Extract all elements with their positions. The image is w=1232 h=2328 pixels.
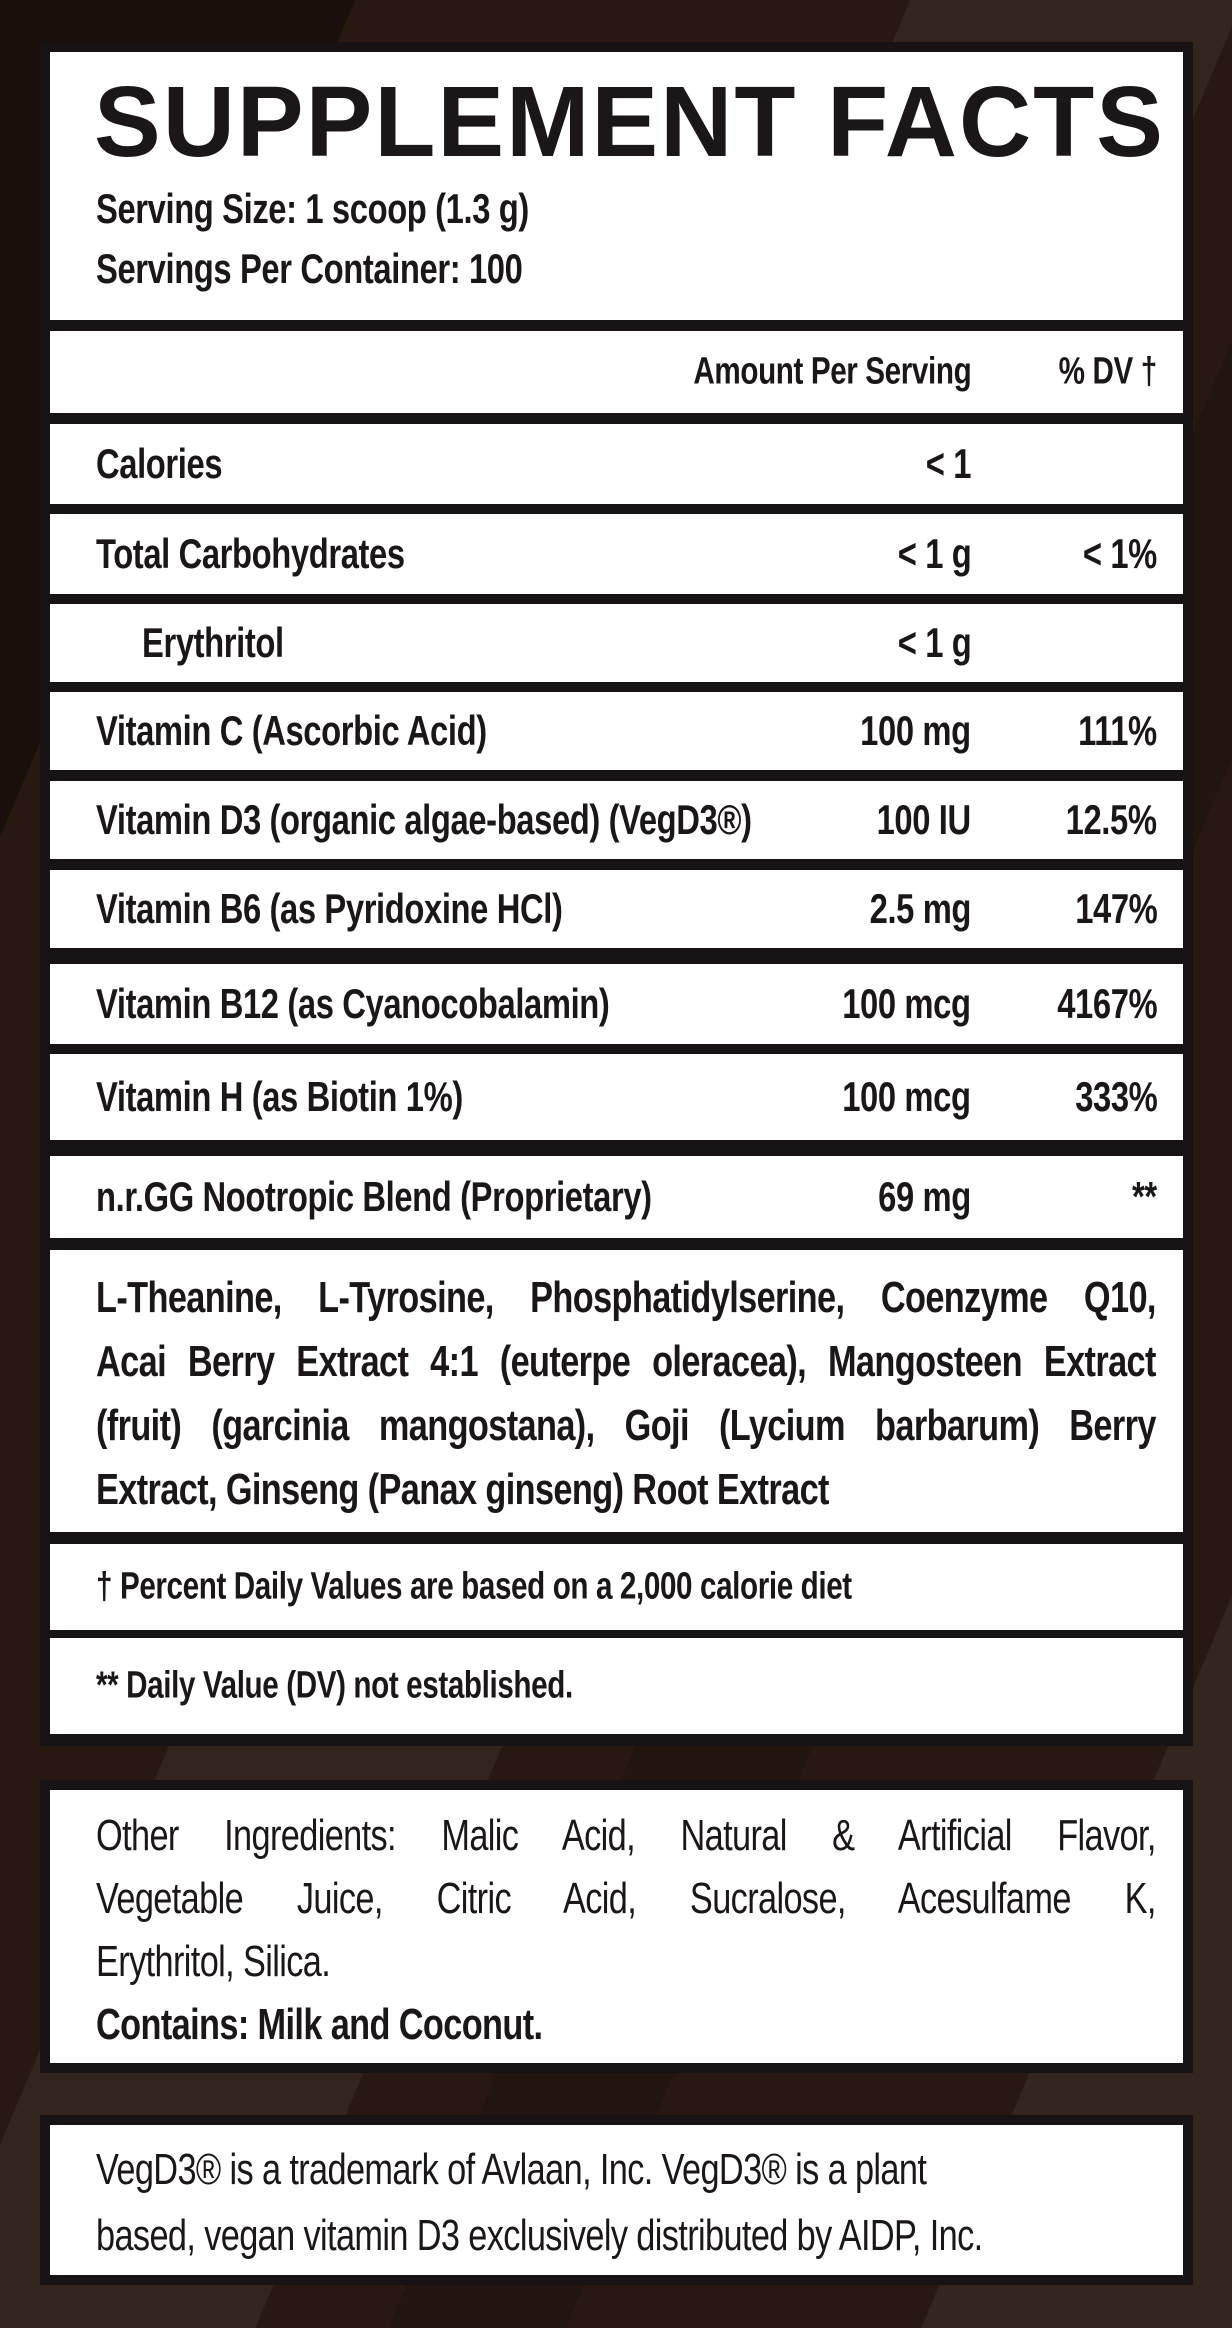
row-amount: < 1 g xyxy=(897,619,971,666)
row-label: Vitamin H (as Biotin 1%) xyxy=(96,1073,463,1120)
column-header-row: Amount Per Serving % DV † xyxy=(50,331,1183,413)
table-row: Vitamin B6 (as Pyridoxine HCl) 2.5 mg 147% xyxy=(50,870,1183,948)
row-dv: 333% xyxy=(1074,1073,1158,1120)
row-label: Vitamin C (Ascorbic Acid) xyxy=(96,707,487,754)
row-label: Erythritol xyxy=(142,619,284,666)
footnote-not-established: ** Daily Value (DV) not established. xyxy=(96,1664,573,1707)
serving-size-text: Serving Size: 1 scoop (1.3 g) xyxy=(96,185,529,232)
footnote-daily-values: † Percent Daily Values are based on a 2,… xyxy=(96,1565,852,1608)
row-amount: 100 IU xyxy=(876,796,972,843)
other-ingredients-panel: Other Ingredients: Malic Acid, Natural &… xyxy=(40,1780,1193,2073)
row-label: Vitamin B6 (as Pyridoxine HCl) xyxy=(96,885,563,932)
row-label: Vitamin B12 (as Cyanocobalamin) xyxy=(96,980,610,1027)
footnote-not-established-box: ** Daily Value (DV) not established. xyxy=(50,1638,1183,1734)
servings-per-container-text: Servings Per Container: 100 xyxy=(96,245,523,292)
column-amount-per-serving: Amount Per Serving xyxy=(693,350,971,393)
row-amount: 100 mcg xyxy=(842,980,972,1027)
row-amount: < 1 g xyxy=(897,530,971,577)
row-label: Total Carbohydrates xyxy=(96,530,405,577)
label-title: SUPPLEMENT FACTS xyxy=(94,66,1165,178)
table-row: Erythritol < 1 g xyxy=(50,604,1183,682)
row-dv: 4167% xyxy=(1056,980,1157,1027)
row-amount: 69 mg xyxy=(878,1173,971,1220)
row-dv: 12.5% xyxy=(1066,796,1157,843)
row-dv: < 1% xyxy=(1082,530,1157,577)
blend-ingredients-box: L-Theanine, L-Tyrosine, Phosphatidylseri… xyxy=(50,1250,1183,1532)
text-line: VegD3® is a trademark of Avlaan, Inc. Ve… xyxy=(96,2145,927,2194)
trademark-panel: VegD3® is a trademark of Avlaan, Inc. Ve… xyxy=(40,2115,1193,2285)
text-line: (fruit) (garcinia mangostana), Goji (Lyc… xyxy=(96,1401,1156,1450)
row-dv: ** xyxy=(1132,1173,1157,1220)
table-row: Calories < 1 xyxy=(50,424,1183,504)
row-dv: 111% xyxy=(1078,707,1157,754)
row-label: Calories xyxy=(96,440,223,487)
trademark-text: VegD3® is a trademark of Avlaan, Inc. Ve… xyxy=(96,2137,1156,2269)
table-row: n.r.GG Nootropic Blend (Proprietary) 69 m… xyxy=(50,1156,1183,1238)
contains-text: Contains: Milk and Coconut. xyxy=(96,2000,543,2049)
table-row: Total Carbohydrates < 1 g < 1% xyxy=(50,514,1183,594)
table-row: Vitamin B12 (as Cyanocobalamin) 100 mcg 41… xyxy=(50,964,1183,1044)
row-label: Vitamin D3 (organic algae-based) (VegD3®… xyxy=(96,796,752,843)
text-line: Vegetable Juice, Citric Acid, Sucralose,… xyxy=(96,1874,1156,1923)
header-box: SUPPLEMENT FACTS Serving Size: 1 scoop (… xyxy=(50,52,1183,320)
table-row: Vitamin C (Ascorbic Acid) 100 mg 111% xyxy=(50,692,1183,770)
text-line: Acai Berry Extract 4:1 (euterpe oleracea… xyxy=(96,1337,1156,1386)
other-ingredients-text: Other Ingredients: Malic Acid, Natural &… xyxy=(96,1804,1156,1993)
table-row: Vitamin D3 (organic algae-based) (VegD3®… xyxy=(50,781,1183,859)
supplement-facts-panel: SUPPLEMENT FACTS Serving Size: 1 scoop (… xyxy=(40,42,1193,1746)
row-amount: < 1 xyxy=(925,440,972,487)
text-line: L-Theanine, L-Tyrosine, Phosphatidylseri… xyxy=(96,1273,1156,1322)
text-line: Other Ingredients: Malic Acid, Natural &… xyxy=(96,1811,1156,1860)
text-line: Extract, Ginseng (Panax ginseng) Root Ex… xyxy=(96,1465,829,1514)
column-percent-dv: % DV † xyxy=(1058,350,1158,393)
row-amount: 100 mg xyxy=(860,707,971,754)
footnote-daily-values-box: † Percent Daily Values are based on a 2,… xyxy=(50,1544,1183,1630)
text-line: Erythritol, Silica. xyxy=(96,1937,331,1986)
text-line: based, vegan vitamin D3 exclusively dist… xyxy=(96,2211,983,2260)
blend-ingredients-text: L-Theanine, L-Tyrosine, Phosphatidylseri… xyxy=(96,1266,1156,1522)
row-amount: 2.5 mg xyxy=(869,885,972,932)
table-row: Vitamin H (as Biotin 1%) 100 mcg 333% xyxy=(50,1054,1183,1140)
row-dv: 147% xyxy=(1074,885,1158,932)
row-amount: 100 mcg xyxy=(842,1073,972,1120)
row-label: n.r.GG Nootropic Blend (Proprietary) xyxy=(96,1173,652,1220)
